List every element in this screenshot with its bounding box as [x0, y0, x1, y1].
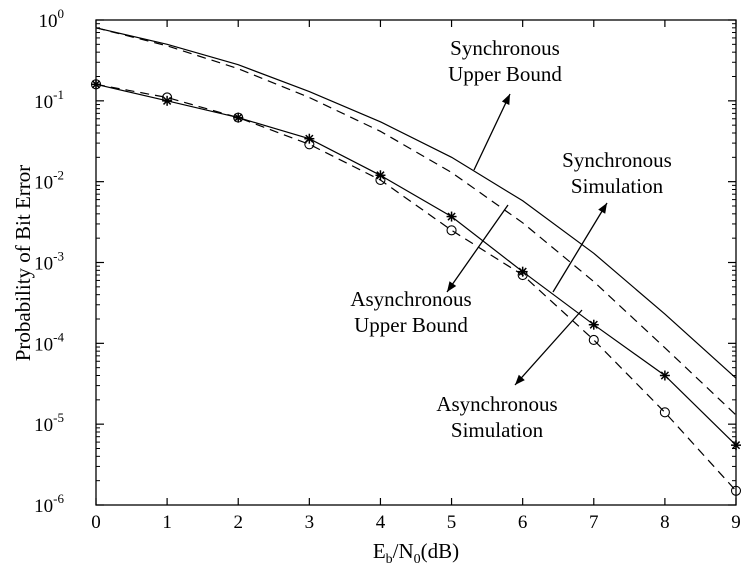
y-tick-label: 10-3 [34, 249, 64, 275]
arrow-async-simulation [514, 309, 583, 386]
y-tick-label: 10-4 [34, 329, 64, 355]
y-tick-label: 10-2 [34, 168, 64, 194]
series-3-point [517, 269, 528, 281]
series-3-point [659, 407, 670, 418]
svg-text:Asynchronous: Asynchronous [350, 287, 471, 311]
series-line-0 [95, 27, 737, 379]
x-tick-label: 4 [376, 512, 386, 533]
svg-text:Asynchronous: Asynchronous [436, 392, 557, 416]
annotation-async-simulation: Asynchronous Simulation [436, 392, 557, 442]
x-axis-title: Eb/N0(dB) [373, 539, 459, 567]
series-3-point [162, 92, 173, 103]
series-2-point [446, 211, 457, 222]
series-line-1 [95, 27, 737, 416]
arrow-async-upper-bound [446, 204, 509, 293]
y-tick-label: 10-1 [34, 87, 64, 113]
x-tick-label: 2 [233, 512, 243, 533]
svg-text:Upper Bound: Upper Bound [354, 313, 468, 337]
series-2-point [233, 112, 244, 123]
series-2-point [659, 370, 670, 381]
svg-text:Simulation: Simulation [451, 418, 544, 442]
plot-frame [95, 19, 737, 506]
y-axis-title: Probability of Bit Error [11, 165, 35, 362]
arrow-sync-upper-bound [473, 93, 511, 171]
annotation-async-upper-bound: Asynchronous Upper Bound [350, 287, 471, 337]
arrow-sync-simulation [552, 202, 608, 293]
y-tick-label: 100 [39, 6, 65, 32]
marker-layer [90, 79, 742, 496]
annotation-sync-upper-bound: Synchronous Upper Bound [448, 36, 562, 86]
x-tick-label: 5 [447, 512, 457, 533]
x-tick-label: 9 [731, 512, 741, 533]
series-layer [95, 27, 737, 492]
y-tick-labels: 100 10-1 10-2 10-3 10-4 10-5 10-6 [34, 6, 64, 517]
svg-text:Synchronous: Synchronous [562, 148, 672, 172]
x-tick-label: 0 [91, 512, 101, 533]
series-3-point [588, 334, 599, 346]
svg-text:Simulation: Simulation [571, 174, 664, 198]
svg-text:Upper Bound: Upper Bound [448, 62, 562, 86]
x-tick-label: 6 [518, 512, 528, 533]
y-tick-label: 10-6 [34, 491, 64, 517]
y-tick-label: 10-5 [34, 410, 64, 436]
series-2-point [304, 133, 315, 144]
x-tick-label: 7 [589, 512, 599, 533]
series-line-2 [95, 83, 737, 446]
series-3-point [233, 112, 244, 123]
series-3-point [304, 139, 315, 150]
x-tick-label: 3 [305, 512, 315, 533]
series-3-point [375, 174, 386, 186]
annotation-sync-simulation: Synchronous Simulation [562, 148, 672, 198]
x-tick-label: 1 [162, 512, 172, 533]
svg-text:Synchronous: Synchronous [450, 36, 560, 60]
series-2-point [588, 319, 599, 330]
tick-layer [95, 19, 737, 506]
series-line-3 [95, 83, 737, 492]
x-tick-label: 8 [660, 512, 670, 533]
annotation-arrows [446, 93, 608, 386]
series-3-point [446, 225, 457, 236]
x-tick-labels: 0 1 2 3 4 5 6 7 8 9 [91, 512, 741, 533]
